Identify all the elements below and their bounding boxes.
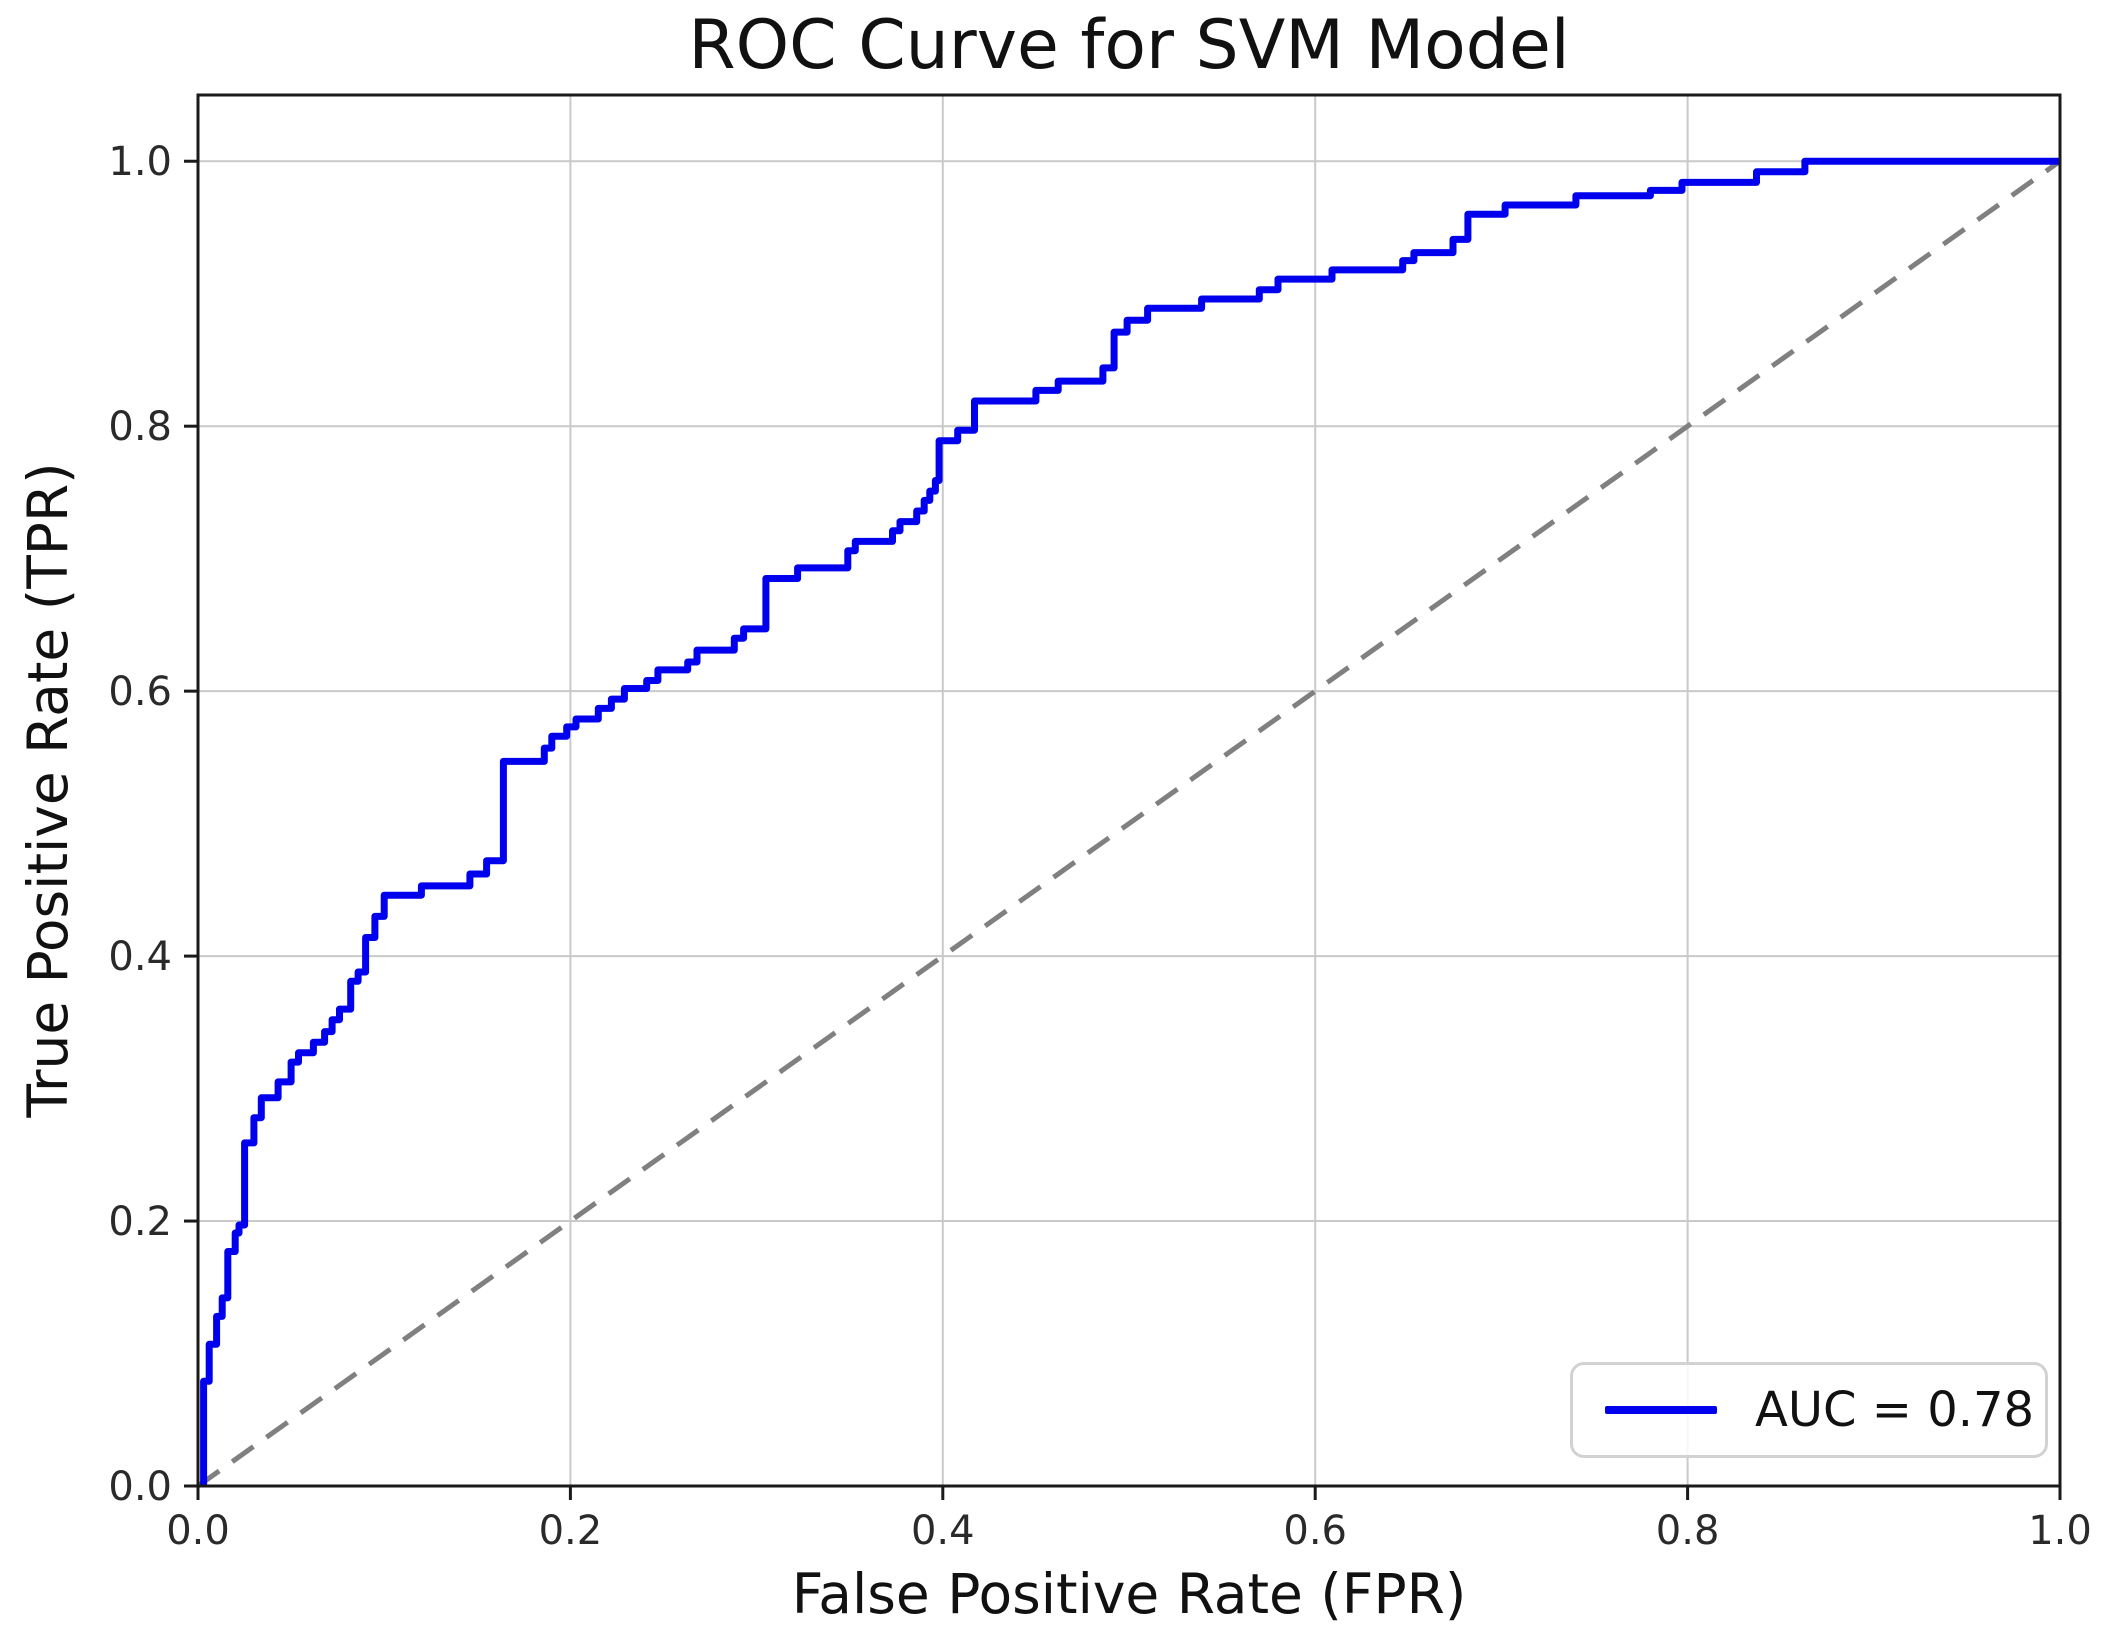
y-tick-label: 1.0: [108, 139, 172, 185]
y-tick-label: 0.0: [108, 1464, 172, 1510]
y-tick-label: 0.8: [108, 404, 172, 450]
y-tick-label: 0.4: [108, 934, 172, 980]
roc-curve: [200, 157, 2060, 1486]
x-tick-label: 0.4: [911, 1508, 975, 1554]
y-axis-label: True Positive Rate (TPR): [16, 462, 80, 1118]
x-tick-label: 0.8: [1656, 1508, 1720, 1554]
x-tick-label: 0.6: [1283, 1508, 1347, 1554]
legend: AUC = 0.78: [1570, 1362, 2048, 1458]
x-axis-label: False Positive Rate (FPR): [791, 1562, 1467, 1626]
chance-line: [196, 159, 2062, 1489]
y-tick-label: 0.2: [108, 1199, 172, 1245]
plot-border: [196, 93, 2062, 1488]
x-tick-label: 0.2: [539, 1508, 603, 1554]
legend-line-swatch: [1605, 1406, 1717, 1414]
y-tick-label: 0.6: [108, 669, 172, 715]
legend-label: AUC = 0.78: [1755, 1382, 2035, 1438]
x-tick-label: 0.0: [166, 1508, 230, 1554]
x-tick-label: 1.0: [2028, 1508, 2092, 1554]
chart-title: ROC Curve for SVM Model: [688, 6, 1570, 85]
